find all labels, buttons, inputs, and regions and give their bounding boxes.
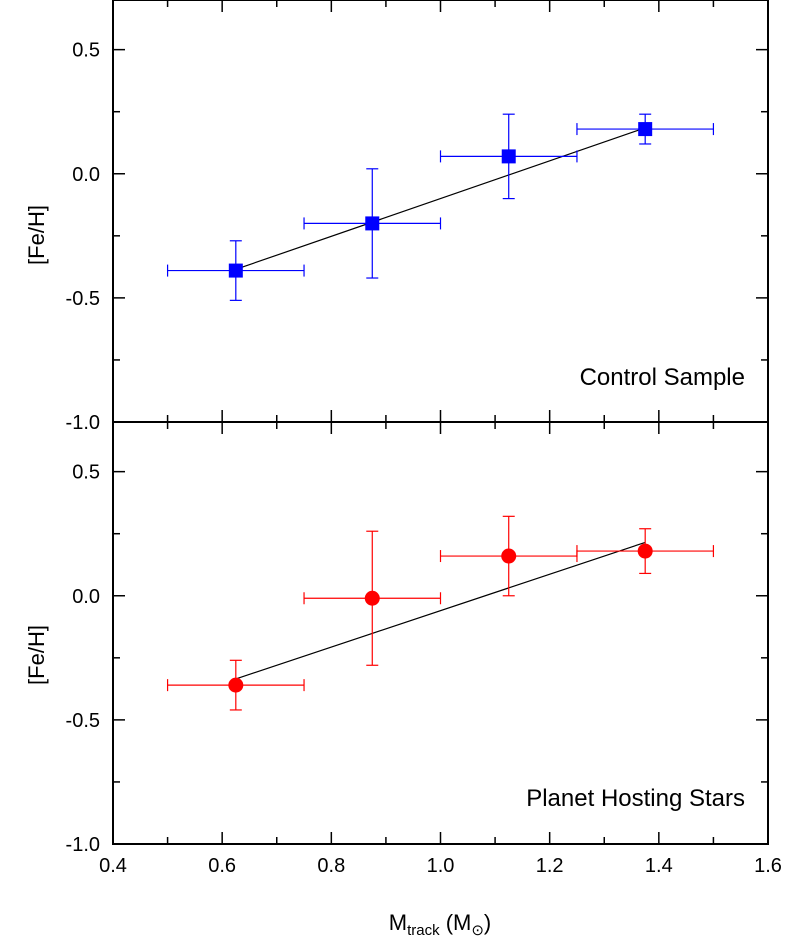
x-tick-label: 1.4 — [645, 855, 673, 877]
x-tick-label: 1.6 — [754, 855, 782, 877]
x-axis-title-main: M — [389, 910, 407, 935]
y-tick-label-top: 0.0 — [72, 164, 100, 186]
x-axis-title-sub: track — [407, 922, 440, 939]
x-axis-title-unit-close: ) — [484, 910, 491, 935]
data-point-top — [365, 216, 380, 231]
y-tick-label-bottom: 0.0 — [72, 586, 100, 608]
data-point-top — [228, 263, 243, 278]
data-point-bottom — [637, 543, 653, 559]
data-point-bottom — [364, 590, 380, 606]
panel-bottom-marker-layer — [228, 543, 653, 693]
panel-planet-hosting-stars: 0.5 0.0 -0.5 -1.0 0.4 0.6 0.8 1.0 1.2 1.4 1.6 Pla… — [24, 421, 782, 939]
panel-bottom-fit-layer — [235, 541, 646, 680]
data-point-top — [501, 149, 516, 164]
y-axis-title-top: [Fe/H] — [24, 205, 49, 265]
x-tick-labels: 0.4 0.6 0.8 1.0 1.2 1.4 1.6 — [99, 855, 782, 877]
panel-label-control: Control Sample — [580, 364, 745, 391]
panel-top-ticks — [112, 0, 769, 423]
panel-top-errorbar-layer — [166, 113, 715, 301]
data-point-top — [638, 122, 653, 137]
panel-bottom-frame — [112, 421, 769, 845]
panel-top-marker-layer — [228, 122, 653, 278]
fit-line-top — [235, 127, 646, 270]
panel-top-fit-layer — [235, 127, 646, 270]
panel-bottom-errorbar-layer — [166, 515, 715, 711]
panel-control-sample: 0.5 0.0 -0.5 -1.0 Control Sample [Fe/H] — [24, 0, 769, 434]
y-tick-label-bottom: -1.0 — [66, 834, 100, 856]
x-tick-label: 0.6 — [208, 855, 236, 877]
panel-top-y-tick-labels: 0.5 0.0 -0.5 -1.0 — [66, 40, 100, 434]
x-tick-label: 1.2 — [536, 855, 564, 877]
data-point-bottom — [228, 677, 244, 693]
x-tick-label: 0.4 — [99, 855, 127, 877]
y-axis-title-bottom: [Fe/H] — [24, 625, 49, 685]
panel-label-planet: Planet Hosting Stars — [526, 785, 745, 812]
x-axis-title-unit-open: (M — [440, 910, 472, 935]
data-point-bottom — [501, 548, 517, 564]
panel-bottom-ticks — [112, 422, 769, 845]
x-tick-label: 0.8 — [317, 855, 345, 877]
y-tick-label-top: -0.5 — [66, 288, 100, 310]
x-tick-label: 1.0 — [427, 855, 455, 877]
panel-top-frame — [112, 0, 769, 423]
x-axis-title: Mtrack (M⊙) — [389, 910, 492, 939]
fit-line-bottom — [235, 541, 646, 680]
y-tick-label-top: -1.0 — [66, 412, 100, 434]
y-tick-label-top: 0.5 — [72, 40, 100, 62]
y-tick-label-bottom: -0.5 — [66, 710, 100, 732]
y-tick-label-bottom: 0.5 — [72, 462, 100, 484]
x-axis-title-unit-sub: ⊙ — [471, 922, 484, 939]
panel-bottom-y-tick-labels: 0.5 0.0 -0.5 -1.0 — [66, 462, 100, 856]
